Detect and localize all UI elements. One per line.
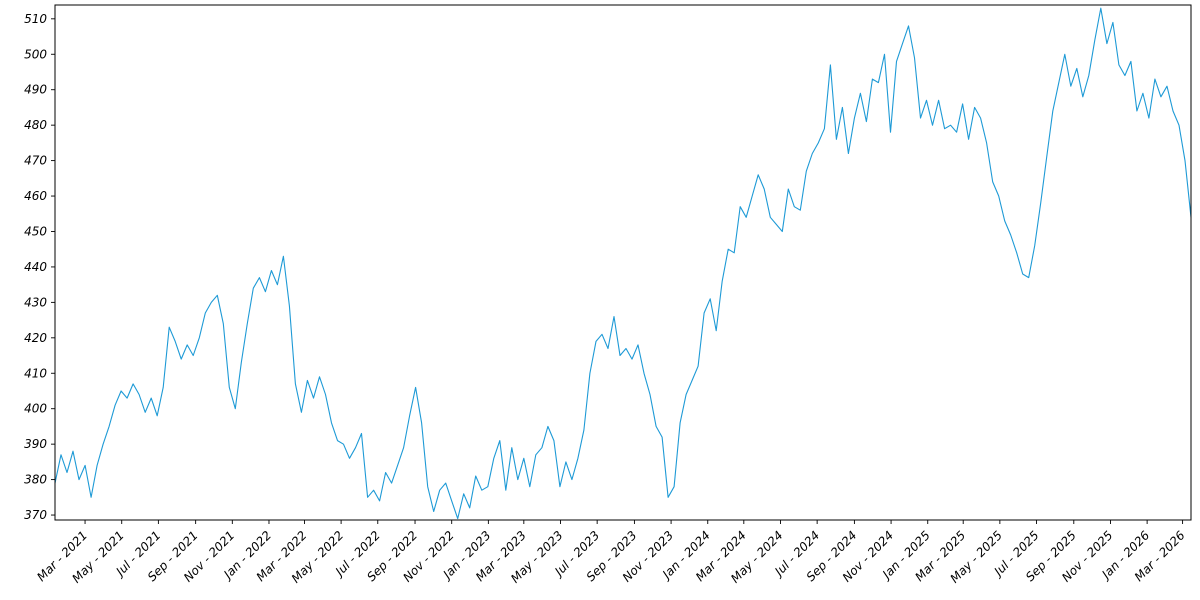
y-tick-label: 430 <box>24 295 47 309</box>
plot-border <box>54 4 1192 521</box>
y-tick-label: 510 <box>24 12 47 26</box>
y-tick-label: 410 <box>24 366 47 380</box>
y-tick-label: 390 <box>24 437 47 451</box>
series-line <box>54 7 1192 520</box>
y-tick-label: 400 <box>24 402 47 416</box>
y-tick-label: 490 <box>24 83 47 97</box>
y-tick-label: 450 <box>24 224 47 238</box>
y-tick-label: 370 <box>24 508 47 522</box>
y-tick-label: 460 <box>24 189 47 203</box>
y-tick-label: 500 <box>24 47 47 61</box>
y-tick-label: 380 <box>24 473 47 487</box>
y-tick-label: 480 <box>24 118 47 132</box>
y-tick-label: 420 <box>24 331 47 345</box>
y-tick-label: 470 <box>24 154 47 168</box>
y-axis: 370 380 390 400 410 420 430 440 450 460 470 480 490 5… <box>24 12 55 522</box>
y-tick-label: 440 <box>24 260 47 274</box>
